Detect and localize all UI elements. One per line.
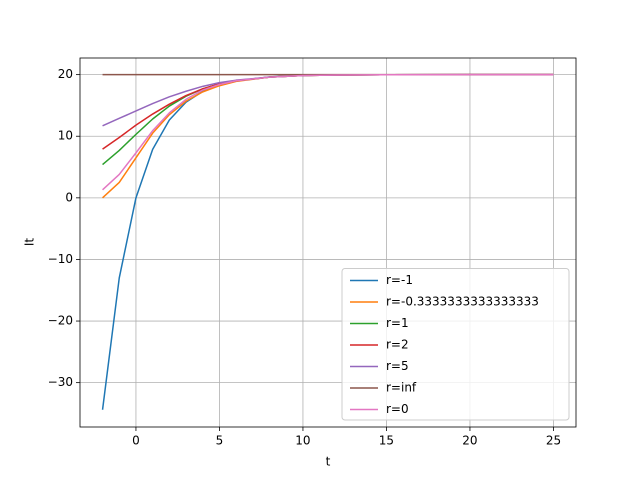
legend-label: r=-1 <box>386 273 413 287</box>
y-tick-label: −10 <box>48 252 73 266</box>
legend-label: r=1 <box>386 316 409 330</box>
legend-label: r=inf <box>386 381 417 395</box>
x-tick-label: 15 <box>379 434 394 448</box>
legend-label: r=-0.3333333333333333 <box>386 295 539 309</box>
y-tick-label: 20 <box>58 67 73 81</box>
x-tick-label: 25 <box>546 434 561 448</box>
x-tick-label: 20 <box>462 434 477 448</box>
x-tick-label: 0 <box>132 434 140 448</box>
y-tick-label: 10 <box>58 129 73 143</box>
legend-label: r=5 <box>386 359 409 373</box>
y-tick-label: 0 <box>65 190 73 204</box>
y-tick-label: −30 <box>48 375 73 389</box>
legend-label: r=0 <box>386 402 409 416</box>
x-tick-label: 5 <box>216 434 224 448</box>
y-axis-label: It <box>23 238 37 247</box>
legend-label: r=2 <box>386 338 409 352</box>
series-line <box>102 73 554 191</box>
plot-frame <box>79 57 577 428</box>
legend-box <box>341 268 570 421</box>
x-tick-label: 10 <box>295 434 310 448</box>
x-axis-label: t <box>326 455 331 469</box>
y-tick-label: −20 <box>48 314 73 328</box>
